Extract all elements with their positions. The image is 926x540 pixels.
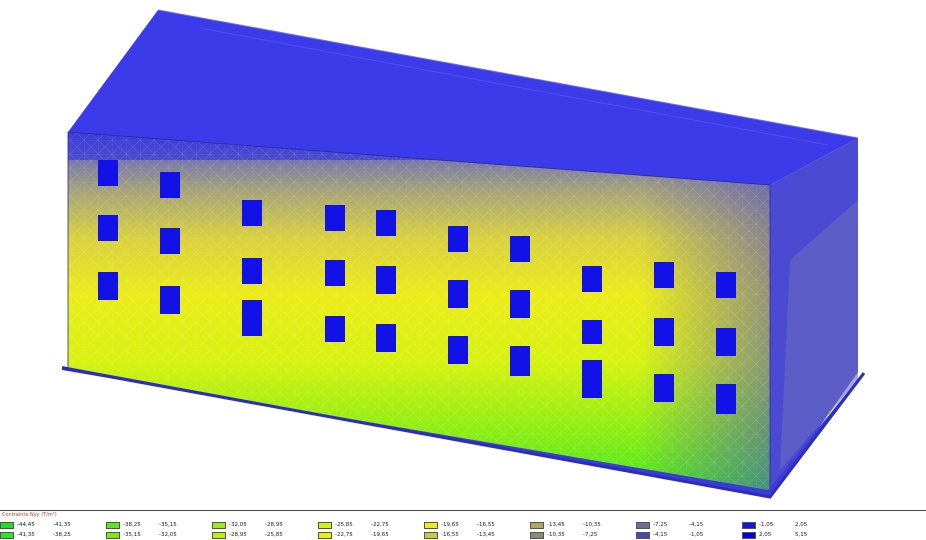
legend-value: -32,05 bbox=[229, 522, 247, 528]
legend-value: -13,45 bbox=[547, 522, 565, 528]
legend-value: 2,05 bbox=[795, 522, 808, 528]
legend-value: -32,05 bbox=[159, 532, 177, 538]
legend-swatch bbox=[106, 531, 120, 539]
legend-title: Contrainte Nyy (T/m²) bbox=[2, 512, 57, 518]
legend-value: -4,15 bbox=[689, 522, 704, 528]
legend-item: -10,35 bbox=[583, 520, 601, 530]
legend-item: -1,05 bbox=[742, 520, 773, 530]
legend-value: -38,25 bbox=[123, 522, 141, 528]
top-slab bbox=[68, 10, 858, 185]
legend-item: -4,15 bbox=[689, 520, 703, 530]
legend-value: -7,25 bbox=[653, 522, 668, 528]
legend-value: -10,35 bbox=[547, 532, 565, 538]
legend: Contrainte Nyy (T/m²) -44,45 -41,35 -38,25… bbox=[0, 510, 926, 540]
legend-item: -28,95 bbox=[265, 520, 283, 530]
legend-item: -7,25 bbox=[636, 520, 667, 530]
legend-grid: -44,45 -41,35 -38,25 -35,15 -32,05 -28,95 -25,… bbox=[0, 520, 926, 540]
legend-swatch bbox=[0, 531, 14, 539]
legend-swatch bbox=[318, 531, 332, 539]
legend-item: -22,75 bbox=[371, 520, 389, 530]
legend-value: -7,25 bbox=[583, 532, 598, 538]
legend-value: -41,35 bbox=[53, 522, 71, 528]
legend-value: -28,95 bbox=[229, 532, 247, 538]
legend-swatch bbox=[106, 521, 120, 529]
legend-value: -19,65 bbox=[441, 522, 459, 528]
legend-value: 5,15 bbox=[795, 532, 808, 538]
legend-item: -19,65 bbox=[371, 530, 389, 540]
legend-swatch bbox=[212, 521, 226, 529]
legend-value: -4,15 bbox=[653, 532, 668, 538]
legend-item: 5,15 bbox=[795, 530, 807, 540]
legend-item: -35,15 bbox=[106, 530, 141, 540]
window-openings bbox=[98, 160, 736, 414]
legend-swatch bbox=[424, 531, 438, 539]
legend-value: -16,55 bbox=[477, 522, 495, 528]
legend-swatch bbox=[636, 531, 650, 539]
legend-item: -25,85 bbox=[318, 520, 353, 530]
legend-value: -25,85 bbox=[265, 532, 283, 538]
legend-value: -38,25 bbox=[53, 532, 71, 538]
legend-item: -41,35 bbox=[53, 520, 71, 530]
legend-item: -1,05 bbox=[689, 530, 703, 540]
wall-stress-model bbox=[61, 9, 866, 499]
legend-value: -10,35 bbox=[583, 522, 601, 528]
legend-value: -35,15 bbox=[159, 522, 177, 528]
legend-item: -38,25 bbox=[53, 530, 71, 540]
legend-value: -1,05 bbox=[759, 522, 774, 528]
legend-swatch bbox=[0, 521, 14, 529]
legend-swatch bbox=[424, 521, 438, 529]
legend-item: -13,45 bbox=[477, 530, 495, 540]
legend-swatch bbox=[742, 531, 756, 539]
legend-swatch bbox=[742, 521, 756, 529]
legend-item: -22,75 bbox=[318, 530, 353, 540]
legend-item: -7,25 bbox=[583, 530, 597, 540]
legend-value: -44,45 bbox=[17, 522, 35, 528]
legend-item: -35,15 bbox=[159, 520, 177, 530]
legend-item: -16,55 bbox=[424, 530, 459, 540]
legend-item: -4,15 bbox=[636, 530, 667, 540]
legend-item: 2,05 bbox=[795, 520, 807, 530]
legend-value: -25,85 bbox=[335, 522, 353, 528]
model-viewport[interactable] bbox=[0, 0, 926, 510]
legend-item: -32,05 bbox=[159, 530, 177, 540]
legend-item: 2,05 bbox=[742, 530, 771, 540]
legend-divider bbox=[0, 510, 926, 511]
legend-item: -10,35 bbox=[530, 530, 565, 540]
legend-swatch bbox=[530, 521, 544, 529]
legend-item: -25,85 bbox=[265, 530, 283, 540]
legend-value: 2,05 bbox=[759, 532, 772, 538]
legend-item: -19,65 bbox=[424, 520, 459, 530]
legend-value: -22,75 bbox=[335, 532, 353, 538]
legend-swatch bbox=[530, 531, 544, 539]
legend-swatch bbox=[318, 521, 332, 529]
legend-value: -1,05 bbox=[689, 532, 704, 538]
legend-swatch bbox=[636, 521, 650, 529]
legend-item: -44,45 bbox=[0, 520, 35, 530]
legend-value: -19,65 bbox=[371, 532, 389, 538]
legend-item: -38,25 bbox=[106, 520, 141, 530]
legend-value: -22,75 bbox=[371, 522, 389, 528]
legend-item: -32,05 bbox=[212, 520, 247, 530]
legend-item: -28,95 bbox=[212, 530, 247, 540]
legend-value: -16,55 bbox=[441, 532, 459, 538]
legend-value: -28,95 bbox=[265, 522, 283, 528]
legend-item: -13,45 bbox=[530, 520, 565, 530]
legend-value: -13,45 bbox=[477, 532, 495, 538]
legend-item: -41,35 bbox=[0, 530, 35, 540]
legend-item: -16,55 bbox=[477, 520, 495, 530]
legend-value: -35,15 bbox=[123, 532, 141, 538]
legend-swatch bbox=[212, 531, 226, 539]
legend-value: -41,35 bbox=[17, 532, 35, 538]
